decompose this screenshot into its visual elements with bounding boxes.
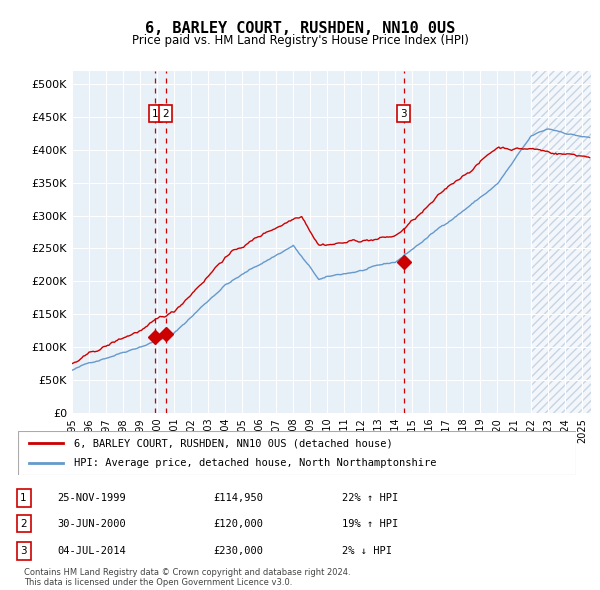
Text: 19% ↑ HPI: 19% ↑ HPI [341,519,398,529]
Text: 22% ↑ HPI: 22% ↑ HPI [341,493,398,503]
Text: 2: 2 [162,109,169,119]
Text: £114,950: £114,950 [214,493,263,503]
Bar [532,71,591,413]
Text: 1: 1 [152,109,158,119]
Text: 1: 1 [20,493,27,503]
Text: Price paid vs. HM Land Registry's House Price Index (HPI): Price paid vs. HM Land Registry's House … [131,34,469,47]
FancyBboxPatch shape [18,431,576,475]
Text: 3: 3 [20,546,27,556]
Text: HPI: Average price, detached house, North Northamptonshire: HPI: Average price, detached house, Nort… [74,458,436,467]
Text: This data is licensed under the Open Government Licence v3.0.: This data is licensed under the Open Gov… [24,578,292,587]
Text: £230,000: £230,000 [214,546,263,556]
Text: 04-JUL-2014: 04-JUL-2014 [57,546,126,556]
Bar [532,71,591,413]
Text: 6, BARLEY COURT, RUSHDEN, NN10 0US: 6, BARLEY COURT, RUSHDEN, NN10 0US [145,21,455,35]
Text: 6, BARLEY COURT, RUSHDEN, NN10 0US (detached house): 6, BARLEY COURT, RUSHDEN, NN10 0US (deta… [74,438,392,448]
Text: 2: 2 [20,519,27,529]
Text: 3: 3 [401,109,407,119]
Text: 2% ↓ HPI: 2% ↓ HPI [341,546,392,556]
Text: Contains HM Land Registry data © Crown copyright and database right 2024.: Contains HM Land Registry data © Crown c… [24,568,350,577]
Text: £120,000: £120,000 [214,519,263,529]
Text: 25-NOV-1999: 25-NOV-1999 [57,493,126,503]
Text: 30-JUN-2000: 30-JUN-2000 [57,519,126,529]
